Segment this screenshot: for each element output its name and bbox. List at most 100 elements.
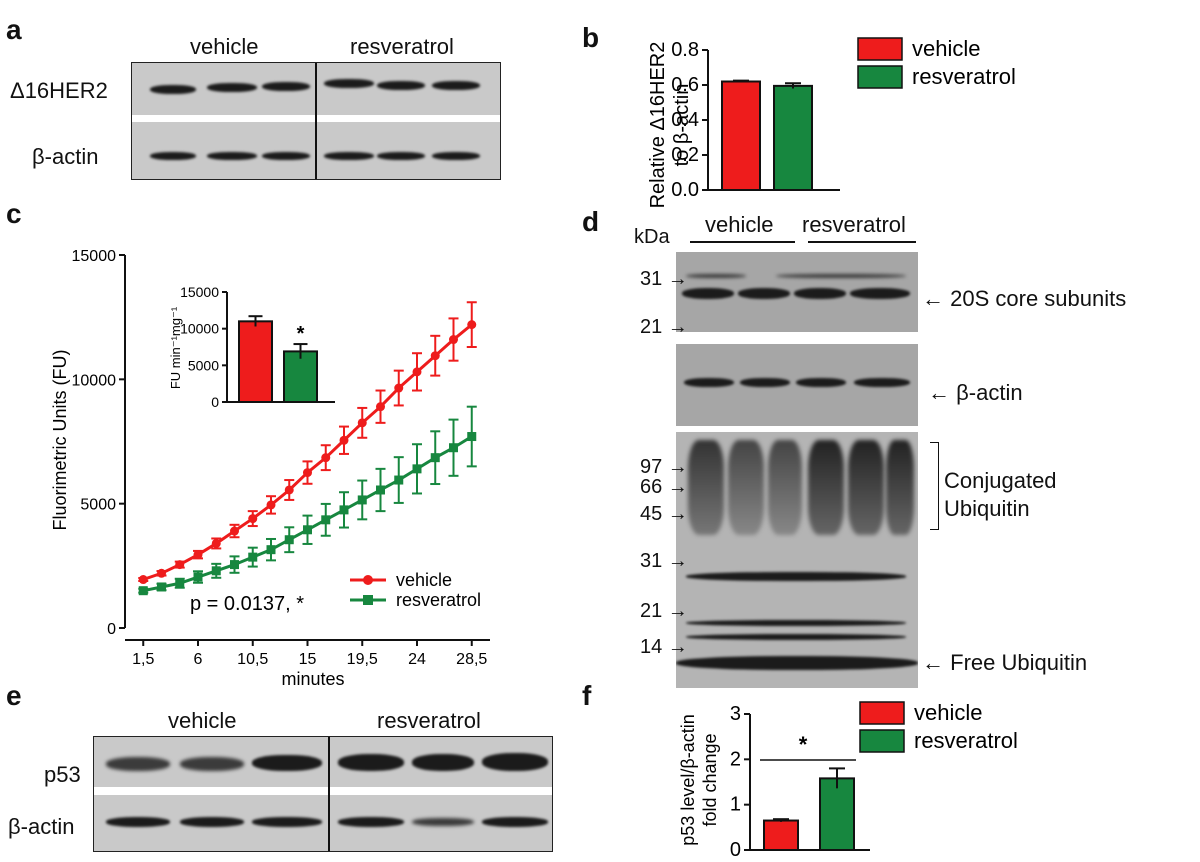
- blot-band: [252, 817, 322, 827]
- bar-vehicle: [763, 819, 799, 851]
- data-point-vehicle: [303, 468, 312, 478]
- data-point-resveratrol: [376, 485, 385, 495]
- y-tick-label: 15000: [72, 248, 117, 265]
- blot-band: [686, 572, 906, 581]
- legend-label-resveratrol: resveratrol: [912, 64, 1016, 89]
- panel-e-row-p53: p53: [44, 762, 81, 787]
- data-point-vehicle: [211, 538, 221, 548]
- blot-smear: [728, 440, 764, 535]
- panel-d-blot-actin: [676, 344, 918, 426]
- data-point-resveratrol: [175, 578, 185, 588]
- marker-14: 14 →: [640, 636, 688, 658]
- inset-bar: [238, 320, 273, 403]
- legend-label-resveratrol: resveratrol: [914, 728, 1018, 753]
- panel-b-chart: 0.0 0.2 0.4 0.6 0.8 Relative Δ16HER2 to β-ac…: [647, 36, 1016, 208]
- group-underline: [690, 241, 795, 243]
- blot-band: [676, 656, 918, 670]
- data-point-vehicle: [193, 550, 203, 560]
- blot-band: [686, 274, 746, 278]
- data-point-resveratrol: [138, 586, 148, 596]
- blot-band: [412, 754, 474, 771]
- inset-significance: *: [297, 323, 305, 345]
- series-line-resveratrol: [142, 435, 473, 593]
- marker-21: 21 →: [640, 316, 688, 338]
- panel-a-group-vehicle: vehicle: [190, 34, 259, 59]
- data-point-vehicle: [157, 568, 166, 578]
- marker-31b: 31 →: [640, 550, 688, 572]
- marker-66: 66 →: [640, 476, 688, 498]
- panel-c-annotation: p = 0.0137, *: [190, 593, 304, 615]
- blot-band: [686, 620, 906, 626]
- blot-smear: [886, 440, 914, 535]
- panel-e-group-vehicle: vehicle: [168, 708, 237, 733]
- marker-31: 31 →: [640, 268, 688, 290]
- data-point-vehicle: [321, 453, 331, 463]
- y-tick-label: 1: [730, 794, 741, 816]
- blot-band: [106, 757, 170, 771]
- y-tick-label: 0.6: [671, 74, 699, 96]
- data-point-resveratrol: [266, 545, 276, 555]
- data-point-resveratrol: [394, 475, 404, 485]
- x-tick-label: 24: [408, 651, 426, 668]
- y-tick-label: 5000: [80, 497, 116, 514]
- panel-c-chart: Fluorimetric Units (FU) minutes 0 5000 100…: [50, 248, 490, 689]
- blot-band: [377, 152, 425, 160]
- y-tick-label: 0.4: [671, 109, 699, 131]
- blot-smear: [848, 440, 884, 535]
- x-tick-label: 19,5: [347, 651, 378, 668]
- data-point-resveratrol: [467, 432, 477, 442]
- data-point-resveratrol: [157, 582, 166, 592]
- data-point-vehicle: [175, 560, 185, 570]
- panel-a-group-resveratrol: resveratrol: [350, 34, 454, 59]
- panel-b-ylabel-2: to β-actin: [671, 84, 693, 167]
- legend-marker-resveratrol: [363, 595, 373, 605]
- inset-y-tick-label: 10000: [180, 321, 219, 337]
- y-tick-label: 10000: [72, 372, 117, 389]
- panel-d-annotation-actin: ← β-actin: [928, 380, 1023, 405]
- blot-band: [150, 152, 196, 160]
- data-point-resveratrol: [321, 515, 331, 525]
- panel-d-group-resveratrol: resveratrol: [802, 212, 906, 237]
- panel-d-annotation-free: ← Free Ubiquitin: [922, 650, 1088, 675]
- blot-band: [740, 378, 790, 387]
- data-point-vehicle: [376, 402, 385, 412]
- blot-band: [262, 152, 310, 160]
- panel-a-blot: [131, 62, 501, 180]
- data-point-resveratrol: [248, 552, 258, 562]
- blot-band: [794, 288, 846, 299]
- panel-e-label: e: [6, 680, 22, 711]
- panel-a-row-her2: Δ16HER2: [10, 78, 108, 103]
- blot-band: [262, 82, 310, 91]
- blot-band: [684, 378, 734, 387]
- marker-21b: 21 →: [640, 600, 688, 622]
- bar-resveratrol: [773, 84, 813, 191]
- data-point-vehicle: [449, 335, 458, 345]
- panel-f-chart: 0 1 2 3 * p53 level/β-actin fold change vehi…: [678, 700, 1018, 861]
- panel-a-row-actin: β-actin: [32, 144, 99, 169]
- panel-f-ylabel-1: p53 level/β-actin: [678, 714, 698, 845]
- x-tick-label: 10,5: [237, 651, 268, 668]
- panel-e-row-actin: β-actin: [8, 814, 75, 839]
- blot-band: [180, 817, 244, 827]
- significance-star: *: [799, 732, 808, 757]
- panel-d-blot-ubiquitin: [676, 432, 918, 688]
- blot-band: [850, 288, 910, 299]
- data-point-resveratrol: [357, 495, 367, 505]
- blot-band: [432, 81, 480, 90]
- panel-a-label: a: [6, 14, 22, 45]
- blot-band: [482, 753, 548, 771]
- blot-band: [682, 288, 734, 299]
- legend-swatch-resveratrol: [859, 729, 905, 753]
- legend-label-vehicle: vehicle: [396, 570, 452, 590]
- panel-d-kda: kDa: [634, 226, 670, 248]
- data-point-resveratrol: [211, 566, 221, 576]
- y-tick-label: 0.8: [671, 39, 699, 61]
- data-point-resveratrol: [430, 453, 440, 463]
- blot-smear: [688, 440, 724, 535]
- blot-band: [796, 378, 846, 387]
- data-point-resveratrol: [303, 525, 312, 535]
- data-point-resveratrol: [284, 535, 294, 545]
- blot-band: [432, 152, 480, 160]
- marker-45: 45 →: [640, 503, 688, 525]
- marker-97: 97 →: [640, 456, 688, 478]
